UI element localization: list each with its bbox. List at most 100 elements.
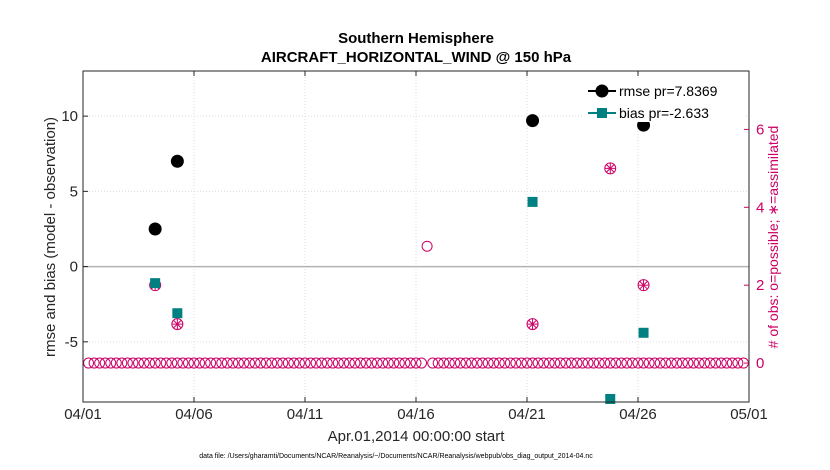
obs-possible-point <box>293 357 305 369</box>
bias-series <box>150 196 649 404</box>
obs-assimilated-star-stroke <box>173 319 182 329</box>
obs-possible-point <box>388 357 400 369</box>
obs-possible-point <box>710 357 722 369</box>
legend-marker-rmse <box>595 84 609 98</box>
x-tick-label: 04/01 <box>64 406 102 423</box>
obs-possible-point <box>721 357 733 369</box>
obs-possible-point <box>377 357 389 369</box>
y-axis-right-ticks: 0 2 4 6 <box>744 121 764 372</box>
obs-possible-point <box>194 357 206 369</box>
obs-possible-point <box>399 357 411 369</box>
obs-possible-point <box>499 357 511 369</box>
obs-possible-point <box>144 357 156 369</box>
obs-possible-point <box>676 357 688 369</box>
obs-possible-point <box>571 357 583 369</box>
obs-possible-point <box>626 357 638 369</box>
obs-possible-point <box>188 357 200 369</box>
obs-possible-point <box>88 357 100 369</box>
obs-possible-point <box>199 357 211 369</box>
legend: rmse pr=7.8369 bias pr=-2.633 <box>584 78 744 122</box>
obs-possible-point <box>610 357 622 369</box>
obs-possible-point <box>577 357 588 369</box>
obs-possible-point <box>560 357 572 369</box>
y-right-tick-label: 0 <box>756 355 764 372</box>
obs-possible-point <box>105 357 117 369</box>
rmse-series <box>148 102 651 236</box>
obs-possible-point <box>532 357 544 369</box>
obs-possible-point <box>299 357 311 369</box>
obs-possible-point <box>632 357 644 369</box>
obs-possible-point <box>382 357 394 369</box>
rmse-point <box>526 114 540 128</box>
obs-possible-point <box>416 357 428 369</box>
obs-possible-point <box>615 357 627 369</box>
obs-possible-point <box>343 357 355 369</box>
obs-possible-point <box>116 357 128 369</box>
x-tick-label: 04/16 <box>397 406 435 423</box>
obs-assimilated-star-stroke <box>639 280 648 290</box>
x-tick-label: 04/06 <box>175 406 213 423</box>
obs-possible-point <box>432 357 444 369</box>
obs-possible-point <box>216 357 228 369</box>
obs-assimilated-point <box>526 318 539 331</box>
legend-label-rmse: rmse pr=7.8369 <box>619 83 718 99</box>
obs-possible-point <box>83 357 95 369</box>
chart-title: Southern Hemisphere <box>338 30 494 47</box>
obs-possible-point <box>393 357 405 369</box>
obs-possible-point <box>232 357 244 369</box>
obs-possible-point <box>266 357 278 369</box>
obs-assimilated-series <box>149 162 650 331</box>
obs-possible-point <box>238 357 250 369</box>
obs-possible-point <box>521 357 533 369</box>
obs-possible-point <box>704 357 716 369</box>
obs-possible-point <box>726 357 738 369</box>
obs-possible-point <box>654 357 666 369</box>
obs-possible-point <box>149 357 161 369</box>
obs-possible-point <box>260 357 272 369</box>
obs-possible-point <box>182 357 194 369</box>
obs-possible-point <box>305 357 317 369</box>
obs-possible-point <box>515 357 527 369</box>
bias-point <box>150 278 161 289</box>
obs-possible-point <box>466 357 477 369</box>
y-right-tick-label: 6 <box>756 121 764 138</box>
obs-possible-point <box>360 357 372 369</box>
bias-point <box>638 327 649 338</box>
rmse-point <box>170 154 184 168</box>
obs-possible-point <box>321 357 333 369</box>
obs-possible-point <box>688 357 699 369</box>
obs-possible-point <box>127 357 139 369</box>
bias-point <box>172 308 183 319</box>
obs-possible-point <box>554 357 566 369</box>
y-tick-label: -5 <box>65 334 78 351</box>
obs-possible-point <box>565 357 577 369</box>
legend-label-bias: bias pr=-2.633 <box>619 105 709 121</box>
obs-possible-point <box>593 357 605 369</box>
y-tick-label: 10 <box>61 108 78 125</box>
obs-possible-point <box>638 357 650 369</box>
obs-possible-point <box>255 357 267 369</box>
obs-possible-point <box>227 357 239 369</box>
obs-possible-point <box>449 357 461 369</box>
obs-possible-point <box>482 357 494 369</box>
obs-possible-point <box>488 357 500 369</box>
obs-possible-point <box>205 357 217 369</box>
obs-possible-point <box>177 357 189 369</box>
x-axis-label: Apr.01,2014 00:00:00 start <box>328 428 506 445</box>
obs-possible-point <box>249 357 261 369</box>
obs-assimilated-point <box>171 318 184 331</box>
obs-possible-point <box>277 357 289 369</box>
obs-possible-point <box>693 357 705 369</box>
x-axis-ticks: 04/01 04/06 04/11 04/16 04/21 04/26 05/01 <box>64 71 768 423</box>
obs-possible-point <box>349 357 361 369</box>
y-tick-label: 0 <box>70 259 78 276</box>
obs-possible-point <box>99 357 111 369</box>
x-tick-label: 04/21 <box>508 406 546 423</box>
obs-possible-point <box>121 357 133 369</box>
obs-possible-point <box>604 357 616 369</box>
obs-possible-point <box>621 357 633 369</box>
obs-possible-point <box>410 357 422 369</box>
obs-possible-point <box>166 357 178 369</box>
obs-possible-point <box>665 357 677 369</box>
